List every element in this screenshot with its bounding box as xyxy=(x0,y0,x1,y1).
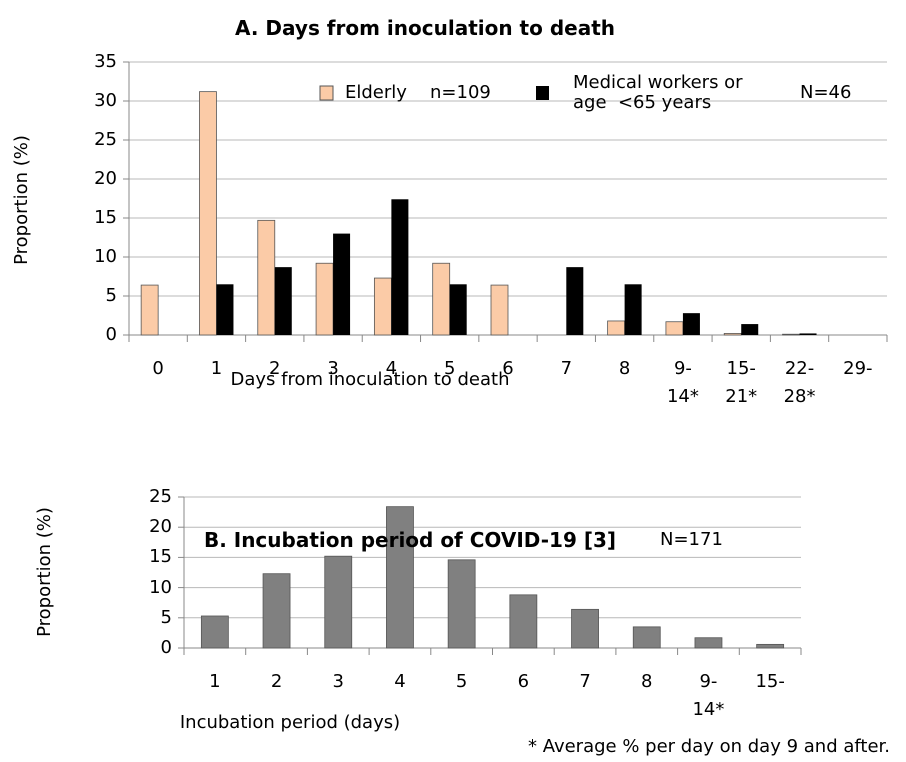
x-tick-label: 1 xyxy=(209,671,221,692)
x-tick-label: 9- 14* xyxy=(666,358,699,407)
bar xyxy=(694,637,723,649)
bar xyxy=(391,199,409,335)
annotation: n=109 xyxy=(430,82,491,103)
bar xyxy=(432,262,451,336)
bar xyxy=(140,284,159,336)
x-tick-label: 15- 21* xyxy=(725,358,758,407)
x-tick-label: 4 xyxy=(394,671,406,692)
bar xyxy=(199,91,217,336)
bar xyxy=(216,284,234,335)
bar xyxy=(315,262,334,336)
bar xyxy=(782,333,800,336)
bar xyxy=(632,626,661,649)
y-tick-label: 15 xyxy=(94,207,117,228)
y-tick-label: 10 xyxy=(94,246,117,267)
x-tick-label: 5 xyxy=(455,671,468,692)
y-axis-label: Proportion (%) xyxy=(34,507,55,637)
bar xyxy=(723,333,742,336)
bar xyxy=(509,594,538,649)
bar xyxy=(373,277,392,336)
y-tick-label: 10 xyxy=(149,576,172,598)
x-tick-label: 15- xyxy=(755,671,785,692)
bar xyxy=(257,219,276,336)
legend-label: Medical workers or age <65 years xyxy=(573,72,743,113)
x-tick-label: 3 xyxy=(332,671,344,692)
x-tick-label: 4 xyxy=(385,358,398,379)
bar xyxy=(665,321,684,336)
bar xyxy=(386,506,414,649)
bar xyxy=(607,320,626,336)
y-tick-label: 25 xyxy=(94,129,117,150)
bar xyxy=(200,615,229,649)
y-tick-label: 25 xyxy=(149,486,172,507)
bar xyxy=(756,643,785,649)
y-tick-label: 20 xyxy=(149,516,172,538)
bar xyxy=(571,608,599,649)
x-tick-label: 8 xyxy=(641,671,653,692)
x-tick-label: 7 xyxy=(560,358,573,379)
y-tick-label: 15 xyxy=(149,546,172,568)
bar xyxy=(490,284,509,336)
y-axis-label: Proportion (%) xyxy=(11,135,32,265)
x-tick-label: 3 xyxy=(327,358,339,379)
x-tick-label: 22- 28* xyxy=(783,358,816,407)
y-tick-label: 35 xyxy=(94,51,117,72)
bar xyxy=(799,333,817,335)
x-tick-label: 5 xyxy=(443,358,456,379)
y-tick-label: 5 xyxy=(160,606,172,628)
legend-swatch xyxy=(536,86,549,100)
y-tick-label: 0 xyxy=(105,324,117,345)
x-tick-label: 2 xyxy=(269,358,281,379)
x-tick-label: 6 xyxy=(502,358,514,379)
bar xyxy=(262,573,291,649)
footnote: * Average % per day on day 9 and after. xyxy=(527,736,890,757)
x-tick-label: 7 xyxy=(579,671,591,692)
y-tick-label: 0 xyxy=(160,637,172,658)
y-tick-label: 20 xyxy=(94,168,117,189)
chart-title: A. Days from inoculation to death xyxy=(235,16,615,40)
chart-title: B. Incubation period of COVID-19 [3] xyxy=(203,528,617,552)
x-tick-label: 29- xyxy=(843,358,873,379)
legend-label: Elderly xyxy=(345,82,407,103)
bar xyxy=(324,555,353,649)
x-tick-label: 0 xyxy=(152,358,164,379)
x-tick-label: 8 xyxy=(618,358,631,379)
legend-swatch xyxy=(319,85,334,101)
x-tick-label: 6 xyxy=(517,671,530,692)
x-axis-label: Incubation period (days) xyxy=(179,712,401,733)
x-tick-label: 9- 14* xyxy=(692,671,725,720)
y-tick-label: 5 xyxy=(105,285,117,306)
x-tick-label: 2 xyxy=(270,671,283,692)
annotation: N=46 xyxy=(800,82,852,103)
bar xyxy=(274,267,292,335)
bar xyxy=(682,313,700,335)
bar xyxy=(449,284,467,335)
y-tick-label: 30 xyxy=(94,90,117,111)
bar xyxy=(624,284,642,335)
bar xyxy=(333,233,351,335)
bar xyxy=(447,559,476,649)
x-axis-label: Days from inoculation to death xyxy=(230,369,510,390)
bar xyxy=(566,267,584,335)
x-tick-label: 1 xyxy=(210,358,223,379)
bar xyxy=(741,324,759,335)
annotation: N=171 xyxy=(660,529,723,550)
